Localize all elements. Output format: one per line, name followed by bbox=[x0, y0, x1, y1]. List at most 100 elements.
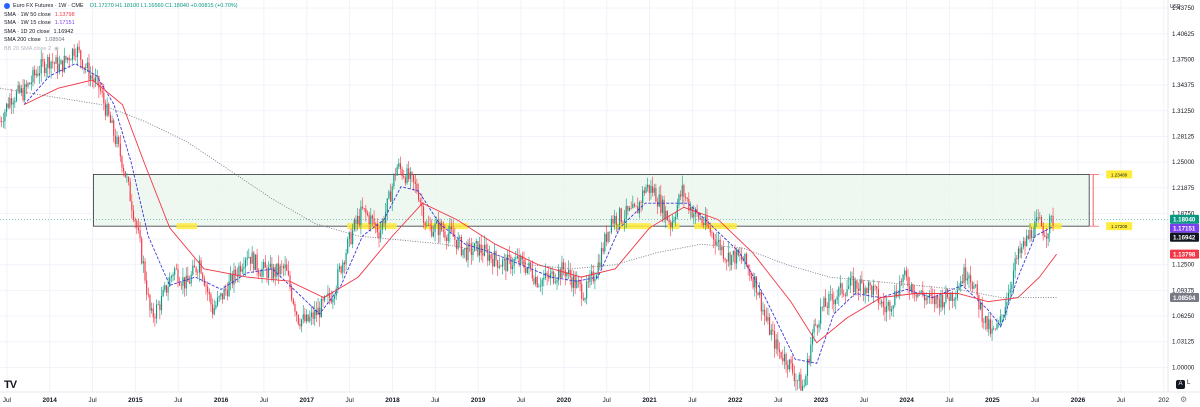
time-axis-bg bbox=[0, 392, 1200, 407]
y-tick-label: 1.28125 bbox=[1172, 133, 1195, 140]
candle-body bbox=[345, 252, 347, 265]
y-tick-label: 1.43750 bbox=[1172, 5, 1195, 12]
candle-body bbox=[688, 198, 690, 211]
candle-body bbox=[897, 295, 899, 297]
candle-body bbox=[370, 215, 372, 225]
candle-body bbox=[2, 121, 4, 123]
candle-body bbox=[614, 215, 616, 224]
candle-body bbox=[647, 184, 649, 188]
auto-scale-button[interactable]: A bbox=[1176, 380, 1185, 389]
candle-body bbox=[968, 275, 970, 279]
legend-indicator-row[interactable]: SMA 200 close 1.08504 bbox=[4, 36, 238, 45]
candle-body bbox=[548, 275, 550, 279]
candle-body bbox=[587, 281, 589, 283]
candle-body bbox=[264, 262, 266, 268]
candle-body bbox=[498, 266, 500, 268]
x-tick-label: Jul bbox=[260, 397, 269, 404]
candle-body bbox=[1001, 315, 1003, 317]
candle-body bbox=[848, 285, 850, 290]
candle-body bbox=[734, 250, 736, 264]
candle-body bbox=[709, 227, 711, 233]
candle-body bbox=[966, 278, 968, 281]
legend-indicator-row[interactable]: SMA · 1W 50 close 1.13798 bbox=[4, 11, 238, 20]
legend-indicator-name: SMA · 1W 15 close bbox=[4, 20, 51, 27]
series-line bbox=[0, 87, 1057, 299]
candle-body bbox=[296, 311, 298, 315]
candle-body bbox=[703, 223, 705, 225]
candle-body bbox=[202, 273, 204, 279]
series-line bbox=[23, 63, 1053, 364]
candle-body bbox=[492, 259, 494, 267]
candle-body bbox=[330, 297, 332, 303]
candle-body bbox=[371, 215, 374, 219]
candle-body bbox=[7, 103, 9, 108]
legend-indicator-row[interactable]: SMA · 1D 20 close 1.16942 bbox=[4, 28, 238, 37]
candle-body bbox=[689, 207, 692, 211]
candle-body bbox=[648, 184, 650, 193]
candle-body bbox=[772, 329, 774, 331]
currency-label[interactable]: USD bbox=[1170, 4, 1181, 10]
candle-body bbox=[47, 57, 49, 69]
x-tick-label: 2017 bbox=[300, 397, 315, 404]
candle-body bbox=[591, 271, 593, 276]
candle-body bbox=[216, 297, 219, 306]
candle-body bbox=[820, 306, 822, 324]
candle-body bbox=[937, 295, 939, 300]
x-tick-label: Jul bbox=[345, 397, 354, 404]
candle-body bbox=[116, 137, 118, 144]
candle-body bbox=[113, 120, 115, 136]
candle-body bbox=[263, 262, 265, 269]
settings-gear-icon[interactable]: ⚙ bbox=[1180, 395, 1188, 404]
candle-body bbox=[910, 284, 912, 292]
candle-body bbox=[816, 325, 818, 328]
candle-body bbox=[586, 281, 588, 299]
chart-legend: Euro FX Futures · 1W · CME O1.17270 H1.1… bbox=[4, 2, 238, 54]
candle-body bbox=[716, 241, 718, 246]
legend-indicator-row[interactable]: SMA · 1W 15 close 1.17151 bbox=[4, 19, 238, 28]
candle-body bbox=[131, 201, 133, 211]
candle-body bbox=[950, 292, 952, 301]
candle-body bbox=[343, 262, 345, 265]
candle-body bbox=[146, 280, 148, 295]
candle-body bbox=[721, 246, 723, 251]
candle-body bbox=[976, 284, 978, 295]
candle-body bbox=[605, 233, 608, 242]
x-tick-label: Jul bbox=[1117, 397, 1126, 404]
candle-body bbox=[953, 299, 955, 301]
legend-indicator-row[interactable]: BB 20 SMA close 2 ◉ bbox=[4, 45, 238, 54]
log-scale-button[interactable]: L bbox=[1187, 380, 1191, 386]
candle-body bbox=[617, 224, 619, 226]
price-label-text: 1.18040 bbox=[1173, 217, 1196, 224]
candle-body bbox=[106, 103, 108, 116]
candle-body bbox=[699, 218, 701, 220]
candle-body bbox=[246, 257, 248, 260]
candle-body bbox=[271, 263, 273, 279]
y-tick-label: 1.25000 bbox=[1172, 159, 1195, 166]
candle-body bbox=[945, 289, 947, 303]
legend-symbol-row[interactable]: Euro FX Futures · 1W · CME O1.17270 H1.1… bbox=[4, 2, 238, 11]
candle-body bbox=[129, 181, 131, 202]
candle-body bbox=[932, 296, 934, 297]
eye-icon[interactable]: ◉ bbox=[54, 45, 59, 52]
candle-body bbox=[963, 267, 965, 283]
candle-body bbox=[831, 294, 833, 300]
candle-body bbox=[101, 90, 103, 93]
candle-body bbox=[287, 270, 289, 276]
candle-body bbox=[99, 88, 102, 91]
candle-body bbox=[126, 177, 128, 178]
candle-body bbox=[737, 249, 739, 256]
candle-body bbox=[701, 218, 703, 224]
candle-body bbox=[9, 98, 11, 108]
candle-body bbox=[15, 91, 18, 101]
candle-body bbox=[198, 260, 200, 273]
x-tick-label: 202 bbox=[1158, 397, 1169, 404]
candle-body bbox=[66, 57, 69, 60]
candle-body bbox=[717, 239, 720, 242]
candle-body bbox=[775, 339, 777, 349]
candle-body bbox=[917, 292, 919, 297]
x-tick-label: Jul bbox=[431, 397, 440, 404]
candle-body bbox=[302, 314, 304, 320]
candle-body bbox=[505, 259, 507, 272]
candle-body bbox=[834, 299, 837, 305]
